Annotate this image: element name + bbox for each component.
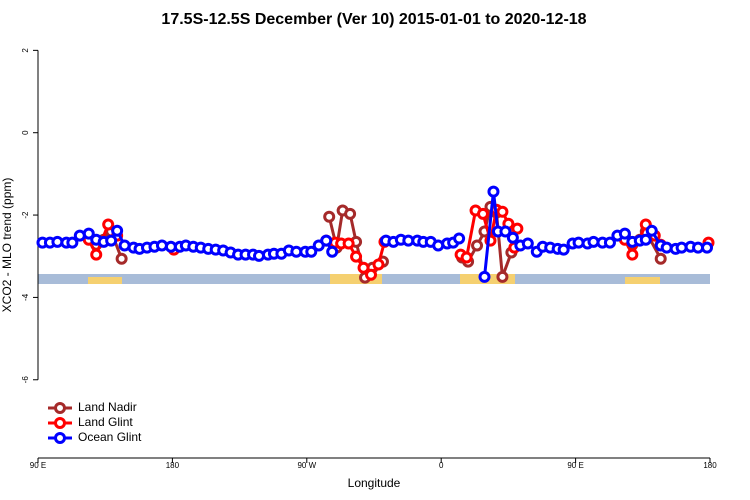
series <box>36 185 714 283</box>
data-point <box>115 252 128 265</box>
data-point <box>102 218 115 231</box>
x-tick-label: 90 W <box>297 461 316 470</box>
data-point <box>471 239 484 252</box>
chart-title: 17.5S-12.5S December (Ver 10) 2015-01-01… <box>161 11 586 28</box>
data-point <box>506 231 519 244</box>
data-point <box>357 261 370 274</box>
data-point <box>344 207 357 220</box>
data-point <box>82 227 95 240</box>
data-point <box>326 245 339 258</box>
land-patch <box>88 277 122 284</box>
data-point <box>372 258 385 271</box>
legend-label: Land Glint <box>78 415 133 429</box>
y-tick-label: -6 <box>21 376 30 384</box>
y-tick-label: 0 <box>21 130 30 135</box>
data-point <box>320 234 333 247</box>
x-tick-label: 90 E <box>567 461 583 470</box>
x-axis-label: Longitude <box>348 476 401 490</box>
data-point <box>111 224 124 237</box>
data-point <box>603 236 616 249</box>
data-point <box>453 232 466 245</box>
data-point <box>350 250 363 263</box>
y-axis-label: XCO2 - MLO trend (ppm) <box>0 178 14 313</box>
data-point <box>499 225 512 238</box>
legend-label: Land Nadir <box>78 400 137 414</box>
data-point <box>557 243 570 256</box>
x-tick-label: 90 E <box>30 461 46 470</box>
data-point <box>342 237 355 250</box>
data-point <box>323 210 336 223</box>
data-point <box>654 252 667 265</box>
data-point <box>365 268 378 281</box>
data-point <box>618 227 631 240</box>
y-tick-label: -2 <box>21 211 30 219</box>
data-point <box>496 205 509 218</box>
data-point <box>701 241 714 254</box>
data-point <box>626 248 639 261</box>
data-point <box>521 237 534 250</box>
data-point <box>90 248 103 261</box>
data-point <box>105 234 118 247</box>
x-tick-label: 180 <box>166 461 180 470</box>
y-tick-label: -4 <box>21 293 30 301</box>
data-point <box>645 224 658 237</box>
data-point <box>639 233 652 246</box>
legend-marker <box>54 402 66 414</box>
land-patch <box>330 274 382 284</box>
land-patch <box>625 277 660 284</box>
legend-label: Ocean Glint <box>78 430 142 444</box>
data-point <box>305 245 318 258</box>
data-point <box>487 185 500 198</box>
y-tick-label: 2 <box>21 48 30 53</box>
legend-marker <box>54 417 66 429</box>
data-point <box>460 251 473 264</box>
data-point <box>511 222 524 235</box>
legend-marker <box>54 432 66 444</box>
data-point <box>478 270 491 283</box>
data-point <box>66 236 79 249</box>
data-point <box>477 207 490 220</box>
x-tick-label: 0 <box>439 461 444 470</box>
x-tick-label: 180 <box>703 461 717 470</box>
data-point <box>496 270 509 283</box>
